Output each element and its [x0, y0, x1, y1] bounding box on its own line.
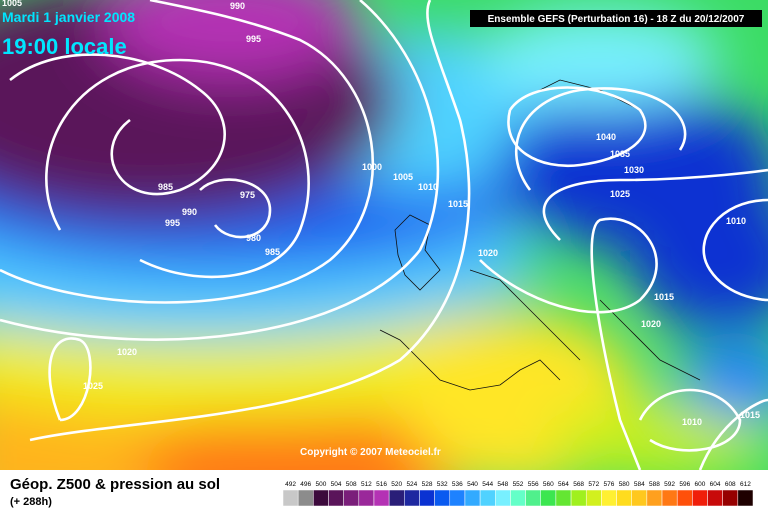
isobar-label: 1005 [2, 0, 22, 8]
colorbar-label: 512 [361, 481, 372, 488]
colorbar-label: 580 [619, 481, 630, 488]
isobar-label: 995 [246, 34, 261, 44]
colorbar-swatch [540, 489, 557, 507]
colorbar-label: 548 [497, 481, 508, 488]
colorbar-swatch [343, 489, 360, 507]
colorbar-swatch [570, 489, 587, 507]
colorbar-label: 584 [634, 481, 645, 488]
isobar-label: 1025 [610, 189, 630, 199]
isobar-label: 990 [230, 1, 245, 11]
colorbar-label: 540 [467, 481, 478, 488]
colorbar-swatch [737, 489, 754, 507]
colorbar-swatch [434, 489, 451, 507]
isobar-label: 1025 [83, 381, 103, 391]
colorbar-swatch [555, 489, 572, 507]
colorbar-label: 552 [513, 481, 524, 488]
colorbar-swatch [464, 489, 481, 507]
model-info: Ensemble GEFS (Perturbation 16) - 18 Z d… [488, 14, 745, 25]
colorbar-label: 608 [725, 481, 736, 488]
colorbar-swatch [585, 489, 602, 507]
colorbar-label: 504 [331, 481, 342, 488]
colorbar-swatch [722, 489, 739, 507]
isobar-label: 980 [246, 233, 261, 243]
model-box [470, 10, 762, 27]
isobar-label: 1040 [596, 132, 616, 142]
colorbar-swatch [449, 489, 466, 507]
colorbar-label: 612 [740, 481, 751, 488]
colorbar-swatch [601, 489, 617, 507]
isobar-label: 1000 [362, 162, 382, 172]
colorbar-label: 600 [695, 481, 706, 488]
colorbar-swatch [358, 489, 375, 507]
isobar-label: 1020 [117, 347, 137, 357]
colorbar-label: 576 [604, 481, 615, 488]
colorbar-label: 568 [573, 481, 584, 488]
colorbar-label: 604 [710, 481, 721, 488]
colorbar-swatch [676, 489, 693, 507]
colorbar-label: 560 [543, 481, 554, 488]
isobar-label: 1020 [641, 319, 661, 329]
colorbar-swatch [525, 489, 541, 507]
isobar-label: 990 [182, 207, 197, 217]
colorbar-swatch [282, 489, 299, 507]
local-time: 19:00 locale [2, 34, 127, 59]
colorbar-swatch [479, 489, 496, 507]
isobar-label: 1005 [393, 172, 413, 182]
isobar-label: 1010 [726, 216, 746, 226]
footer-lead: (+ 288h) [10, 496, 52, 508]
isobar-label: 1015 [654, 292, 674, 302]
colorbar-swatch [297, 489, 314, 507]
colorbar-label: 532 [437, 481, 448, 488]
colorbar-label: 508 [346, 481, 357, 488]
colorbar-label: 564 [558, 481, 569, 488]
colorbar-swatch [388, 489, 405, 507]
colorbar-swatch [646, 489, 663, 507]
date: Mardi 1 janvier 2008 [2, 9, 135, 25]
colorbar-swatch [707, 489, 723, 507]
isobar-label: 975 [240, 190, 255, 200]
colorbar-label: 592 [664, 481, 675, 488]
isobar-label: 1030 [624, 165, 644, 175]
colorbar-swatch [419, 489, 435, 507]
colorbar-label: 544 [482, 481, 493, 488]
colorbar-label: 520 [391, 481, 402, 488]
isobar-label: 1015 [740, 410, 760, 420]
colorbar-label: 596 [679, 481, 690, 488]
isobar-label: 1035 [610, 149, 630, 159]
colorbar-label: 572 [588, 481, 599, 488]
isobar-label: 1010 [682, 417, 702, 427]
isobar-label: 1015 [448, 199, 468, 209]
colorbar-label: 516 [376, 481, 387, 488]
colorbar-label: 556 [528, 481, 539, 488]
colorbar-swatch [313, 489, 329, 507]
colorbar-swatch [495, 489, 511, 507]
isobar-label: 1020 [478, 248, 498, 258]
colorbar-swatch [631, 489, 648, 507]
colorbar-label: 492 [285, 481, 296, 488]
colorbar-label: 588 [649, 481, 660, 488]
colorbar-label: 524 [406, 481, 417, 488]
colorbar-label: 528 [422, 481, 433, 488]
isobar-label: 995 [165, 218, 180, 228]
footer-title: Géop. Z500 & pression au sol [10, 476, 220, 493]
copyright: Copyright © 2007 Meteociel.fr [300, 447, 441, 458]
colorbar-swatch [404, 489, 420, 507]
colorbar-label: 500 [315, 481, 326, 488]
colorbar-label: 496 [300, 481, 311, 488]
isobar-label: 985 [158, 182, 173, 192]
isobar-label: 1010 [418, 182, 438, 192]
colorbar-swatch [661, 489, 678, 507]
colorbar-swatch [510, 489, 526, 507]
colorbar-label: 536 [452, 481, 463, 488]
colorbar-swatch [616, 489, 632, 507]
colorbar-swatch [373, 489, 390, 507]
isobar-label: 985 [265, 247, 280, 257]
colorbar-swatch [692, 489, 708, 507]
colorbar-swatch [328, 489, 344, 507]
